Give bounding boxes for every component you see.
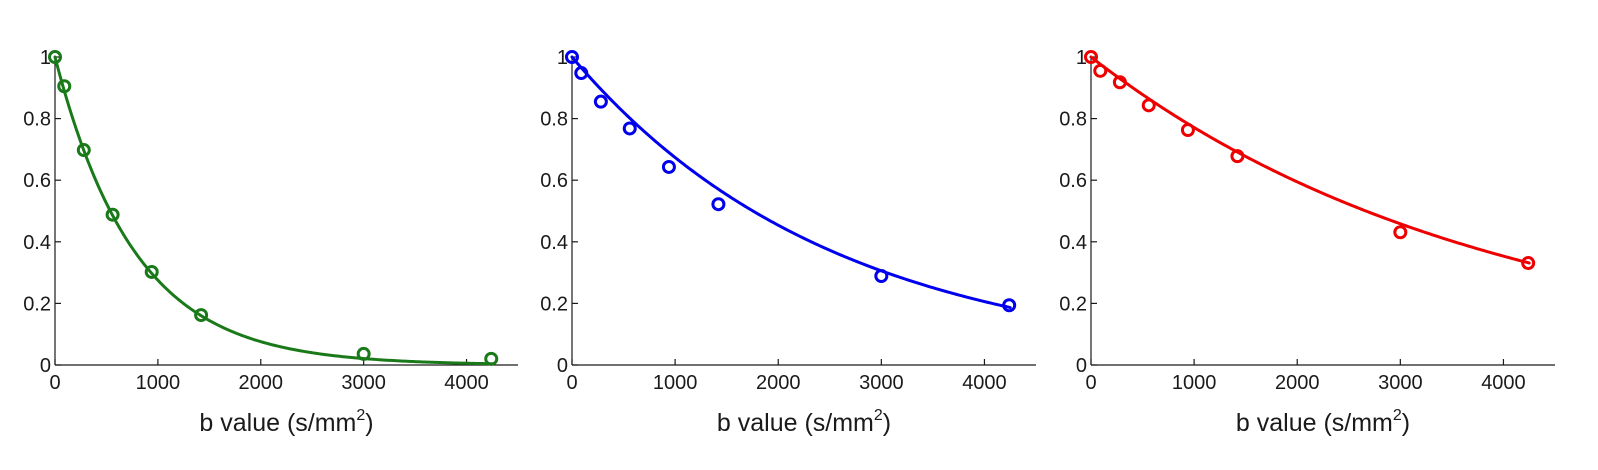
data-point-green xyxy=(57,79,72,94)
data-point-red xyxy=(1141,98,1156,113)
y-tick-label: 1 xyxy=(1076,47,1087,69)
chart-panel-blue: 0 0.2 0.4 0.6 0.8 1 0 1000 2000 3000 4000 b value (… xyxy=(540,47,1036,437)
x-axis-label: b value (s/mm2) xyxy=(1236,407,1410,437)
y-tick-label: 0.2 xyxy=(1059,293,1087,315)
x-tick-label: 4000 xyxy=(444,372,489,394)
data-point-red xyxy=(1084,50,1098,64)
y-tick-label: 1 xyxy=(40,47,51,69)
chart-panel-green: 0 0.2 0.4 0.6 0.8 1 0 1000 2000 3000 4000 b value (… xyxy=(23,47,518,437)
data-point-blue xyxy=(661,159,676,174)
data-point-blue xyxy=(711,197,726,212)
x-axis-label-text: b value (s/mm xyxy=(199,409,356,437)
chart-panel-red: 0 0.2 0.4 0.6 0.8 1 0 1000 2000 3000 4000 b value (… xyxy=(1059,47,1555,437)
data-point-red xyxy=(1230,149,1245,164)
x-tick-label: 1000 xyxy=(136,372,181,394)
data-point-blue xyxy=(574,66,589,81)
y-tick-label: 0.8 xyxy=(540,109,568,131)
data-point-green xyxy=(105,207,120,222)
y-tick-label: 0.4 xyxy=(540,232,568,254)
fit-curve-blue xyxy=(570,55,1012,310)
data-point-red xyxy=(1180,122,1195,137)
data-point-blue xyxy=(622,121,637,136)
x-axis-label-text: b value (s/mm xyxy=(717,409,874,437)
y-tick-label: 1 xyxy=(557,47,568,69)
x-axis-label: b value (s/mm2) xyxy=(717,407,891,437)
y-tick-label: 0.6 xyxy=(1059,170,1087,192)
data-point-red xyxy=(1112,75,1127,90)
x-tick-label: 0 xyxy=(49,372,60,394)
x-tick-label: 3000 xyxy=(1378,372,1423,394)
y-tick-label: 0 xyxy=(1076,355,1087,377)
x-tick-label: 3000 xyxy=(859,372,904,394)
y-tick-label: 0.8 xyxy=(23,109,51,131)
x-axis-label-text: b value (s/mm xyxy=(1236,409,1393,437)
y-tick-label: 0.8 xyxy=(1059,109,1087,131)
y-tick-label: 0.2 xyxy=(23,293,51,315)
x-axis-label-superscript: 2 xyxy=(874,407,883,424)
y-tick-label: 0 xyxy=(557,355,568,377)
x-tick-label: 3000 xyxy=(341,372,386,394)
x-axis-label-suffix: ) xyxy=(1402,409,1410,437)
x-axis-label-suffix: ) xyxy=(365,409,373,437)
fit-curve-green xyxy=(53,55,494,366)
y-tick-label: 0.6 xyxy=(23,170,51,192)
x-axis-label-superscript: 2 xyxy=(1393,407,1402,424)
data-point-red xyxy=(1093,63,1108,78)
x-axis-label-suffix: ) xyxy=(883,409,891,437)
y-tick-label: 0.2 xyxy=(540,293,568,315)
x-tick-label: 1000 xyxy=(653,372,698,394)
data-point-blue xyxy=(874,268,889,283)
data-point-green xyxy=(144,264,159,279)
x-tick-label: 2000 xyxy=(239,372,284,394)
x-tick-label: 1000 xyxy=(1172,372,1217,394)
data-point-red xyxy=(1393,225,1408,240)
x-tick-label: 2000 xyxy=(1275,372,1320,394)
data-point-blue xyxy=(593,94,608,109)
data-point-blue xyxy=(1002,298,1017,313)
data-point-red xyxy=(1521,256,1536,271)
y-tick-label: 0.6 xyxy=(540,170,568,192)
x-tick-label: 0 xyxy=(1085,372,1096,394)
x-tick-label: 4000 xyxy=(1481,372,1526,394)
data-point-green xyxy=(194,308,209,323)
fit-curve-red xyxy=(1089,55,1531,265)
x-tick-label: 4000 xyxy=(962,372,1007,394)
data-point-green xyxy=(484,351,499,366)
x-tick-label: 0 xyxy=(566,372,577,394)
y-tick-label: 0.4 xyxy=(1059,232,1087,254)
data-point-blue xyxy=(565,50,579,64)
x-axis-label-superscript: 2 xyxy=(356,407,365,424)
y-tick-label: 0.4 xyxy=(23,232,51,254)
x-tick-label: 2000 xyxy=(756,372,801,394)
x-axis-label: b value (s/mm2) xyxy=(199,407,373,437)
data-point-green xyxy=(356,346,371,361)
data-point-green xyxy=(48,50,62,64)
y-tick-label: 0 xyxy=(40,355,51,377)
data-point-green xyxy=(76,143,91,158)
